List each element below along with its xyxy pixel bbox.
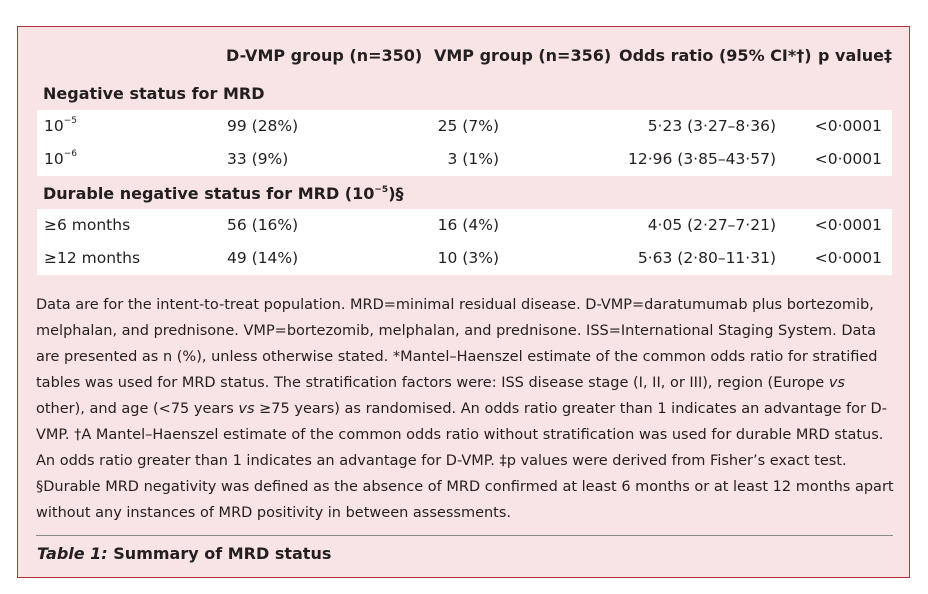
- footnote-part: other), and age (<75 years: [36, 401, 239, 417]
- column-header-odds-ratio: Odds ratio (95% CI*†): [619, 46, 812, 65]
- row-label: 10−5: [44, 115, 78, 135]
- cell-dvmp: 33 (9%): [227, 150, 289, 168]
- cell-p-value: <0·0001: [814, 117, 882, 135]
- section-title-suffix: )§: [388, 184, 404, 203]
- footnote-italic: vs: [238, 401, 255, 417]
- row-label-exponent: −5: [63, 115, 78, 126]
- cell-p-value: <0·0001: [814, 249, 882, 267]
- row-label-base: 10: [44, 117, 64, 135]
- column-header-dvmp: D-VMP group (n=350): [226, 46, 423, 65]
- cell-vmp: 16 (4%): [437, 216, 499, 234]
- table-row: ≥12 months 49 (14%) 10 (3%) 5·63 (2·80–1…: [37, 242, 892, 275]
- caption-divider: [36, 535, 893, 536]
- cell-vmp: 3 (1%): [447, 150, 499, 168]
- table-frame: D-VMP group (n=350) VMP group (n=356) Od…: [17, 26, 910, 578]
- footnote-part: Data are for the intent-to-treat populat…: [36, 297, 878, 391]
- cell-dvmp: 99 (28%): [227, 117, 299, 135]
- caption-label: Table 1:: [37, 544, 108, 563]
- cell-odds-ratio: 4·05 (2·27–7·21): [647, 216, 776, 234]
- cell-vmp: 10 (3%): [437, 249, 499, 267]
- table-row: ≥6 months 56 (16%) 16 (4%) 4·05 (2·27–7·…: [37, 209, 892, 242]
- section-title-negative-status: Negative status for MRD: [43, 84, 265, 103]
- cell-dvmp: 56 (16%): [227, 216, 299, 234]
- footnote-part: ≥75 years) as randomised. An odds ratio …: [36, 401, 894, 521]
- cell-dvmp: 49 (14%): [227, 249, 299, 267]
- section-body-durable-negative-status: ≥6 months 56 (16%) 16 (4%) 4·05 (2·27–7·…: [37, 209, 892, 275]
- row-label: ≥6 months: [44, 216, 131, 234]
- table-footnote: Data are for the intent-to-treat populat…: [36, 292, 896, 526]
- row-label-base: 10: [44, 150, 64, 168]
- footnote-italic: vs: [828, 375, 845, 391]
- section-title-text: Durable negative status for MRD (10: [43, 184, 375, 203]
- column-header-p-value: p value‡: [818, 46, 892, 65]
- table-caption: Table 1: Summary of MRD status: [37, 544, 331, 563]
- row-label-exponent: −6: [63, 148, 78, 159]
- cell-p-value: <0·0001: [814, 150, 882, 168]
- table-header: D-VMP group (n=350) VMP group (n=356) Od…: [18, 27, 909, 85]
- column-header-vmp: VMP group (n=356): [434, 46, 612, 65]
- cell-odds-ratio: 12·96 (3·85–43·57): [627, 150, 776, 168]
- section-title-text: Negative status for MRD: [43, 84, 265, 103]
- table-row: 10−5 99 (28%) 25 (7%) 5·23 (3·27–8·36) <…: [37, 110, 892, 143]
- cell-odds-ratio: 5·63 (2·80–11·31): [637, 249, 776, 267]
- cell-p-value: <0·0001: [814, 216, 882, 234]
- section-title-exponent: −5: [374, 184, 389, 195]
- cell-vmp: 25 (7%): [437, 117, 499, 135]
- section-title-durable-negative-status: Durable negative status for MRD (10−5)§: [43, 184, 404, 203]
- caption-text: Summary of MRD status: [107, 544, 332, 563]
- table-row: 10−6 33 (9%) 3 (1%) 12·96 (3·85–43·57) <…: [37, 143, 892, 176]
- row-label: 10−6: [44, 148, 78, 168]
- cell-odds-ratio: 5·23 (3·27–8·36): [647, 117, 776, 135]
- row-label: ≥12 months: [44, 249, 141, 267]
- section-body-negative-status: 10−5 99 (28%) 25 (7%) 5·23 (3·27–8·36) <…: [37, 110, 892, 176]
